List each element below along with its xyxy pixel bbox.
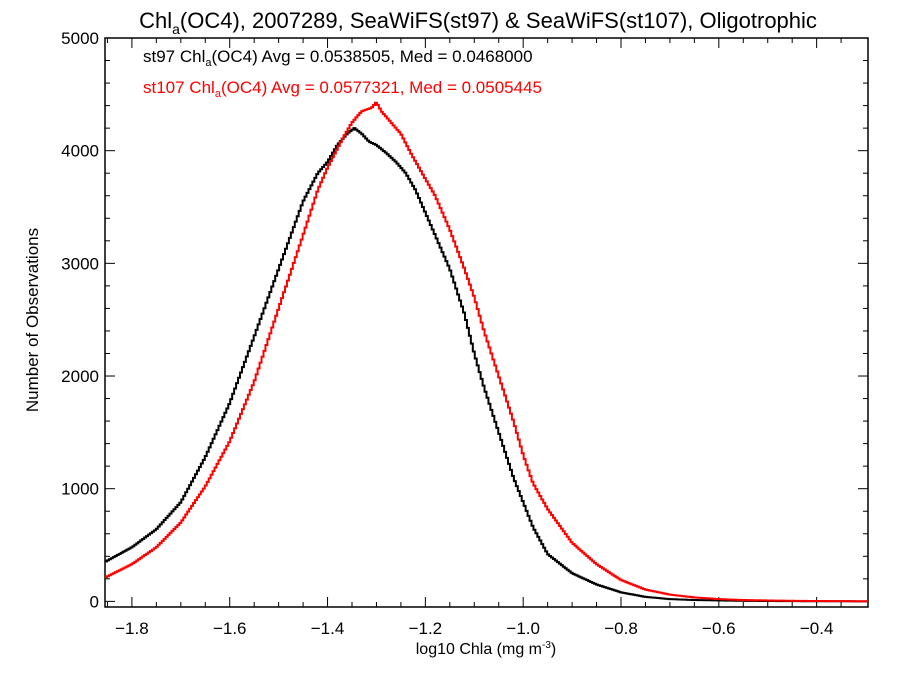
x-tick-label: −0.8 xyxy=(604,619,638,638)
y-tick-label: 3000 xyxy=(61,254,99,273)
x-axis-label: log10 Chla (mg m-3) xyxy=(416,640,557,658)
x-tick-label: −1.6 xyxy=(213,619,247,638)
y-axis-label: Number of Observations xyxy=(23,228,42,412)
y-tick-label: 4000 xyxy=(61,142,99,161)
y-tick-label: 1000 xyxy=(61,480,99,499)
x-tick-label: −1.0 xyxy=(506,619,540,638)
axis-ticks xyxy=(105,37,868,607)
x-tick-label: −1.4 xyxy=(311,619,345,638)
x-tick-label: −1.2 xyxy=(409,619,443,638)
chart-title: Chla(OC4), 2007289, SeaWiFS(st97) & SeaW… xyxy=(139,8,817,37)
x-tick-label: −1.8 xyxy=(115,619,149,638)
series-line-st97 xyxy=(105,127,868,603)
axis-tick-labels: −1.8 −1.6 −1.4 −1.2 −1.0 −0.8 −0.6 −0.4 0 1000 200… xyxy=(61,29,833,638)
series-group xyxy=(105,101,868,603)
x-tick-label: −0.4 xyxy=(800,619,834,638)
y-tick-label: 0 xyxy=(90,592,99,611)
x-tick-label: −0.6 xyxy=(702,619,736,638)
legend-entry-st107: st107 Chla(OC4) Avg = 0.0577321, Med = 0… xyxy=(143,78,542,100)
legend-entry-st97: st97 Chla(OC4) Avg = 0.0538505, Med = 0.… xyxy=(143,47,533,69)
y-tick-label: 5000 xyxy=(61,29,99,48)
plot-frame xyxy=(104,37,869,608)
series-line-st107 xyxy=(105,101,868,603)
y-tick-label: 2000 xyxy=(61,367,99,386)
